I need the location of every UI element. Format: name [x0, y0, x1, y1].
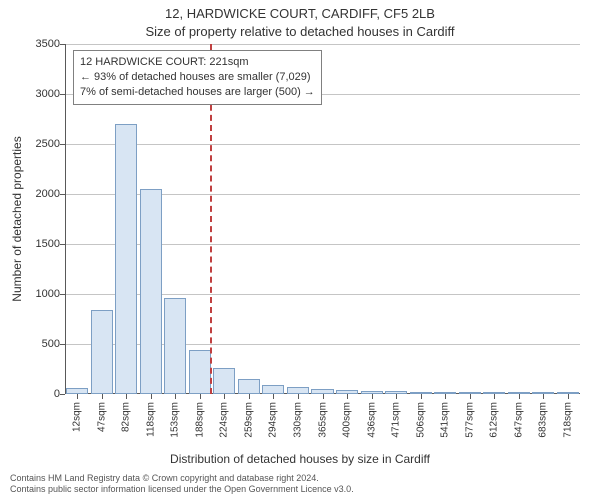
plot-area: 12 HARDWICKE COURT: 221sqm ← 93% of deta… — [65, 44, 580, 394]
xtick-label: 82sqm — [121, 402, 132, 432]
xtick-mark — [77, 394, 78, 399]
xtick-label: 365sqm — [317, 402, 328, 438]
xtick-label: 436sqm — [366, 402, 377, 438]
chart-title-sub: Size of property relative to detached ho… — [0, 24, 600, 39]
xtick-mark — [372, 394, 373, 399]
property-size-chart: 12, HARDWICKE COURT, CARDIFF, CF5 2LB Si… — [0, 0, 600, 500]
xtick-mark — [102, 394, 103, 399]
xtick-mark — [519, 394, 520, 399]
histogram-bar — [189, 350, 211, 394]
info-line-3: 7% of semi-detached houses are larger (5… — [80, 85, 315, 100]
chart-title-main: 12, HARDWICKE COURT, CARDIFF, CF5 2LB — [0, 6, 600, 21]
histogram-bar — [262, 385, 284, 394]
xtick-label: 153sqm — [170, 402, 181, 438]
xtick-label: 506sqm — [415, 402, 426, 438]
ytick-label: 2500 — [10, 138, 60, 150]
ytick-label: 2000 — [10, 188, 60, 200]
xtick-mark — [175, 394, 176, 399]
histogram-bar — [287, 387, 309, 394]
xtick-mark — [568, 394, 569, 399]
footnote: Contains HM Land Registry data © Crown c… — [10, 473, 354, 496]
y-axis-label: Number of detached properties — [10, 136, 24, 301]
xtick-mark — [470, 394, 471, 399]
ytick-label: 1000 — [10, 288, 60, 300]
xtick-label: 259sqm — [243, 402, 254, 438]
xtick-mark — [126, 394, 127, 399]
xtick-mark — [249, 394, 250, 399]
xtick-label: 330sqm — [292, 402, 303, 438]
ytick-label: 3500 — [10, 38, 60, 50]
histogram-bar — [213, 368, 235, 394]
xtick-label: 224sqm — [219, 402, 230, 438]
ytick-mark — [60, 394, 65, 395]
property-info-box: 12 HARDWICKE COURT: 221sqm ← 93% of deta… — [73, 50, 322, 105]
ytick-label: 1500 — [10, 238, 60, 250]
xtick-label: 188sqm — [194, 402, 205, 438]
xtick-mark — [323, 394, 324, 399]
histogram-bar — [91, 310, 113, 394]
histogram-bar — [164, 298, 186, 394]
xtick-mark — [273, 394, 274, 399]
xtick-label: 577sqm — [464, 402, 475, 438]
xtick-mark — [445, 394, 446, 399]
xtick-mark — [543, 394, 544, 399]
footnote-line-1: Contains HM Land Registry data © Crown c… — [10, 473, 354, 485]
xtick-mark — [396, 394, 397, 399]
ytick-label: 0 — [10, 388, 60, 400]
xtick-mark — [151, 394, 152, 399]
ytick-label: 500 — [10, 338, 60, 350]
xtick-label: 118sqm — [145, 402, 156, 437]
xtick-label: 541sqm — [440, 402, 451, 438]
xtick-mark — [347, 394, 348, 399]
histogram-bar — [140, 189, 162, 394]
histogram-bar — [115, 124, 137, 394]
info-line-2: ← 93% of detached houses are smaller (7,… — [80, 70, 315, 85]
histogram-bar — [238, 379, 260, 394]
xtick-label: 683sqm — [538, 402, 549, 438]
xtick-mark — [298, 394, 299, 399]
xtick-label: 12sqm — [72, 402, 83, 432]
footnote-line-2: Contains public sector information licen… — [10, 484, 354, 496]
xtick-mark — [421, 394, 422, 399]
x-axis-label: Distribution of detached houses by size … — [0, 452, 600, 466]
xtick-label: 718sqm — [562, 402, 573, 438]
info-line-1: 12 HARDWICKE COURT: 221sqm — [80, 55, 315, 70]
xtick-mark — [494, 394, 495, 399]
xtick-mark — [200, 394, 201, 399]
xtick-label: 647sqm — [513, 402, 524, 438]
xtick-mark — [224, 394, 225, 399]
xtick-label: 612sqm — [489, 402, 500, 438]
xtick-label: 294sqm — [268, 402, 279, 438]
ytick-label: 3000 — [10, 88, 60, 100]
xtick-label: 471sqm — [391, 402, 402, 438]
xtick-label: 47sqm — [96, 402, 107, 432]
xtick-label: 400sqm — [342, 402, 353, 438]
